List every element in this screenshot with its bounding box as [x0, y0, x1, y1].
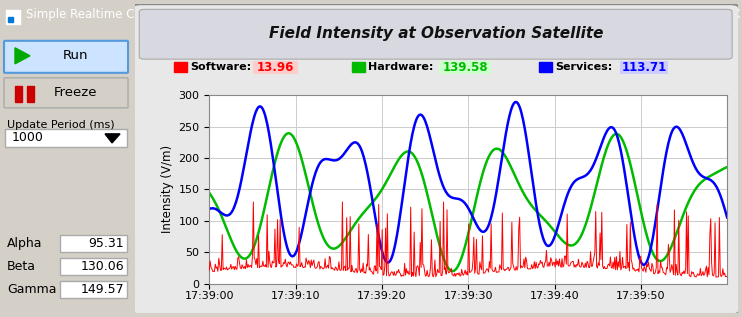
Text: Simple Realtime Chart: Simple Realtime Chart [26, 8, 159, 22]
Bar [60, 258, 127, 275]
Bar [15, 86, 22, 102]
Bar [539, 62, 552, 72]
FancyBboxPatch shape [4, 78, 128, 108]
Text: Software:: Software: [191, 62, 252, 72]
FancyBboxPatch shape [132, 4, 739, 315]
Y-axis label: Intensity (V/m): Intensity (V/m) [161, 146, 174, 233]
Polygon shape [105, 134, 120, 143]
Text: Services:: Services: [555, 62, 612, 72]
Text: 1000: 1000 [12, 131, 44, 144]
Bar [8, 17, 13, 22]
Text: Hardware:: Hardware: [368, 62, 433, 72]
Bar [252, 61, 298, 74]
Bar [60, 281, 127, 298]
Text: Beta: Beta [7, 261, 36, 274]
Text: Run: Run [62, 49, 88, 62]
FancyBboxPatch shape [139, 10, 732, 59]
Text: Alpha: Alpha [7, 237, 42, 250]
Bar [174, 62, 188, 72]
Bar [27, 86, 34, 102]
Bar [5, 129, 127, 147]
Bar [439, 61, 490, 74]
Bar [6, 10, 20, 24]
Text: ?: ? [712, 8, 719, 22]
Text: 130.06: 130.06 [80, 261, 124, 274]
Text: 139.58: 139.58 [442, 61, 488, 74]
Text: 13.96: 13.96 [257, 61, 294, 74]
Bar [620, 61, 669, 74]
Polygon shape [15, 48, 30, 64]
Text: 113.71: 113.71 [622, 61, 667, 74]
Text: Update Period (ms): Update Period (ms) [7, 120, 114, 130]
Text: 149.57: 149.57 [80, 283, 124, 296]
Text: X: X [732, 8, 741, 22]
Text: Field Intensity at Observation Satellite: Field Intensity at Observation Satellite [269, 26, 603, 41]
Bar [352, 62, 365, 72]
Bar [60, 235, 127, 252]
Text: Freeze: Freeze [53, 86, 96, 99]
Text: Gamma: Gamma [7, 283, 56, 296]
FancyBboxPatch shape [4, 41, 128, 73]
Text: 95.31: 95.31 [88, 237, 124, 250]
